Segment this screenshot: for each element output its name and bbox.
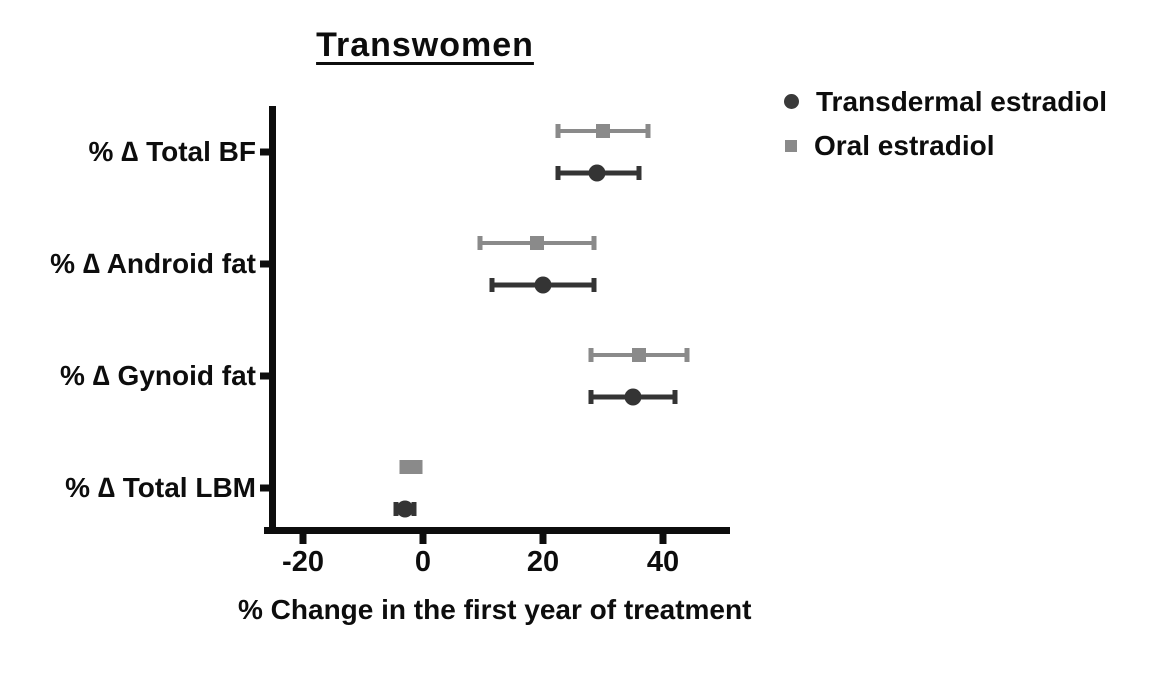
x-axis-line [264,527,730,534]
y-axis-tick [260,148,269,156]
y-category-label-total-lbm: % ∆ Total LBM [65,472,256,503]
y-category-label-total-bf: % ∆ Total BF [88,136,257,167]
x-axis-tick [539,534,547,544]
x-axis-tick [659,534,667,544]
y-category-label-gynoid-fat: % ∆ Gynoid fat [59,360,256,391]
data-marker-square-oral [596,124,610,138]
y-axis-tick [260,372,269,380]
data-marker-circle-transdermal [588,164,606,182]
legend-item-oral-estradiol: Oral estradiol [778,130,1107,161]
legend-label-oral: Oral estradiol [814,129,995,161]
x-axis-tick [419,534,427,544]
square-marker-icon [785,139,797,152]
legend: Transdermal estradiol Oral estradiol [778,86,1107,161]
y-axis-line [269,106,276,534]
data-marker-circle-transdermal [624,388,642,406]
y-axis-tick [260,484,269,492]
data-marker-circle-transdermal [534,276,552,294]
x-axis-title: % Change in the first year of treatment [238,594,752,625]
x-axis-tick [299,534,307,544]
y-axis-tick [260,260,269,268]
x-tick-label-0: 0 [414,546,432,578]
x-tick-label-20: 20 [526,546,560,578]
legend-item-transdermal-estradiol: Transdermal estradiol [778,86,1107,117]
data-marker-circle-transdermal [396,500,414,518]
data-marker-square-oral [404,460,418,474]
chart-title: Transwomen [316,26,534,64]
x-tick-label-40: 40 [646,546,680,578]
circle-marker-icon [784,94,799,109]
y-category-label-android-fat: % ∆ Android fat [50,248,256,279]
x-tick-label-neg20: -20 [282,546,324,578]
data-marker-square-oral [530,236,544,250]
data-marker-square-oral [632,348,646,362]
legend-label-transdermal: Transdermal estradiol [816,85,1108,117]
